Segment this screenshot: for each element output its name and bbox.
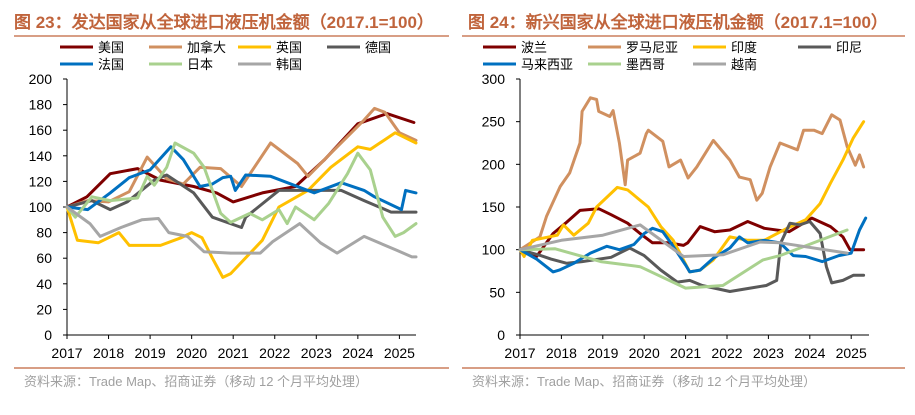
y-tick-label: 200 [29, 71, 53, 87]
x-tick-label: 2025 [836, 345, 867, 361]
legend-item: 韩国 [238, 57, 302, 72]
legend-label: 德国 [365, 40, 391, 55]
source-note: 资料来源：Trade Map、招商证券（移动 12 个月平均处理） [24, 374, 368, 389]
legend-item: 德国 [327, 40, 391, 55]
x-tick-label: 2021 [670, 345, 701, 361]
x-tick-label: 2024 [342, 345, 373, 361]
chart-title: 图 24：新兴国家从全球进口液压机金额（2017.1=100） [468, 12, 888, 32]
y-tick-label: 250 [482, 114, 506, 130]
y-tick-label: 200 [482, 156, 506, 172]
series-line [518, 96, 866, 252]
y-tick-label: 180 [29, 97, 53, 113]
legend-label: 马来西亚 [521, 57, 573, 72]
chart-title: 图 23：发达国家从全球进口液压机金额（2017.1=100） [14, 12, 434, 32]
y-tick-label: 150 [482, 199, 506, 215]
legend-item: 印尼 [798, 40, 862, 55]
legend-label: 英国 [276, 40, 302, 55]
legend-label: 印度 [731, 40, 757, 55]
series-line [518, 228, 849, 290]
x-tick-label: 2020 [629, 345, 660, 361]
legend-label: 越南 [731, 57, 757, 72]
x-tick-label: 2022 [711, 345, 742, 361]
legend-label: 罗马尼亚 [626, 40, 678, 55]
x-tick-label: 2020 [176, 345, 207, 361]
x-tick-label: 2017 [51, 345, 82, 361]
series-line [518, 120, 866, 274]
legend-item: 日本 [149, 57, 213, 72]
y-tick-label: 100 [482, 242, 506, 258]
x-tick-label: 2022 [259, 345, 290, 361]
legend-label: 印尼 [836, 40, 862, 55]
legend-item: 加拿大 [149, 40, 226, 55]
chart-1: 图 23：发达国家从全球进口液压机金额（2017.1=100） 资料来源：Trad… [14, 12, 449, 389]
y-tick-label: 20 [36, 301, 52, 317]
legend-item: 法国 [60, 57, 124, 72]
series-line [65, 131, 418, 279]
series-line [65, 173, 418, 229]
legend-label: 墨西哥 [626, 57, 665, 72]
legend-item: 印度 [693, 40, 757, 55]
legend-item: 墨西哥 [588, 57, 665, 72]
y-tick-label: 120 [29, 173, 53, 189]
y-tick-label: 60 [36, 250, 52, 266]
x-tick-label: 2024 [794, 345, 825, 361]
x-tick-label: 2017 [504, 345, 535, 361]
x-tick-label: 2019 [587, 345, 618, 361]
x-tick-label: 2025 [384, 345, 415, 361]
legend-label: 加拿大 [187, 40, 226, 55]
series-line [65, 145, 418, 212]
y-tick-label: 160 [29, 122, 53, 138]
series-line [518, 223, 849, 258]
legend-item: 波兰 [483, 40, 547, 55]
series-line [65, 106, 418, 209]
legend-label: 法国 [98, 57, 124, 72]
series-line [518, 207, 866, 258]
x-tick-label: 2018 [546, 345, 577, 361]
x-tick-label: 2021 [218, 345, 249, 361]
y-tick-label: 80 [36, 225, 52, 241]
chart-2: 图 24：新兴国家从全球进口液压机金额（2017.1=100） 资料来源：Trad… [462, 12, 905, 389]
legend-item: 美国 [60, 40, 124, 55]
y-tick-label: 100 [29, 199, 53, 215]
x-tick-label: 2023 [753, 345, 784, 361]
legend-item: 罗马尼亚 [588, 40, 678, 55]
source-note: 资料来源：Trade Map、招商证券（移动 12 个月平均处理） [472, 374, 816, 389]
legend-label: 日本 [187, 57, 213, 72]
series-line [65, 141, 418, 238]
x-tick-label: 2019 [135, 345, 166, 361]
legend-label: 美国 [98, 40, 124, 55]
x-tick-label: 2018 [93, 345, 124, 361]
legend-label: 波兰 [521, 40, 547, 55]
x-tick-label: 2023 [301, 345, 332, 361]
y-tick-label: 300 [482, 71, 506, 87]
legend-item: 英国 [238, 40, 302, 55]
y-tick-label: 140 [29, 148, 53, 164]
legend-label: 韩国 [276, 57, 302, 72]
legend-item: 马来西亚 [483, 57, 573, 72]
series-line [65, 205, 418, 259]
y-tick-label: 40 [36, 276, 52, 292]
y-tick-label: 50 [489, 284, 505, 300]
y-tick-label: 0 [44, 327, 52, 343]
legend-item: 越南 [693, 57, 757, 72]
y-tick-label: 0 [497, 327, 505, 343]
